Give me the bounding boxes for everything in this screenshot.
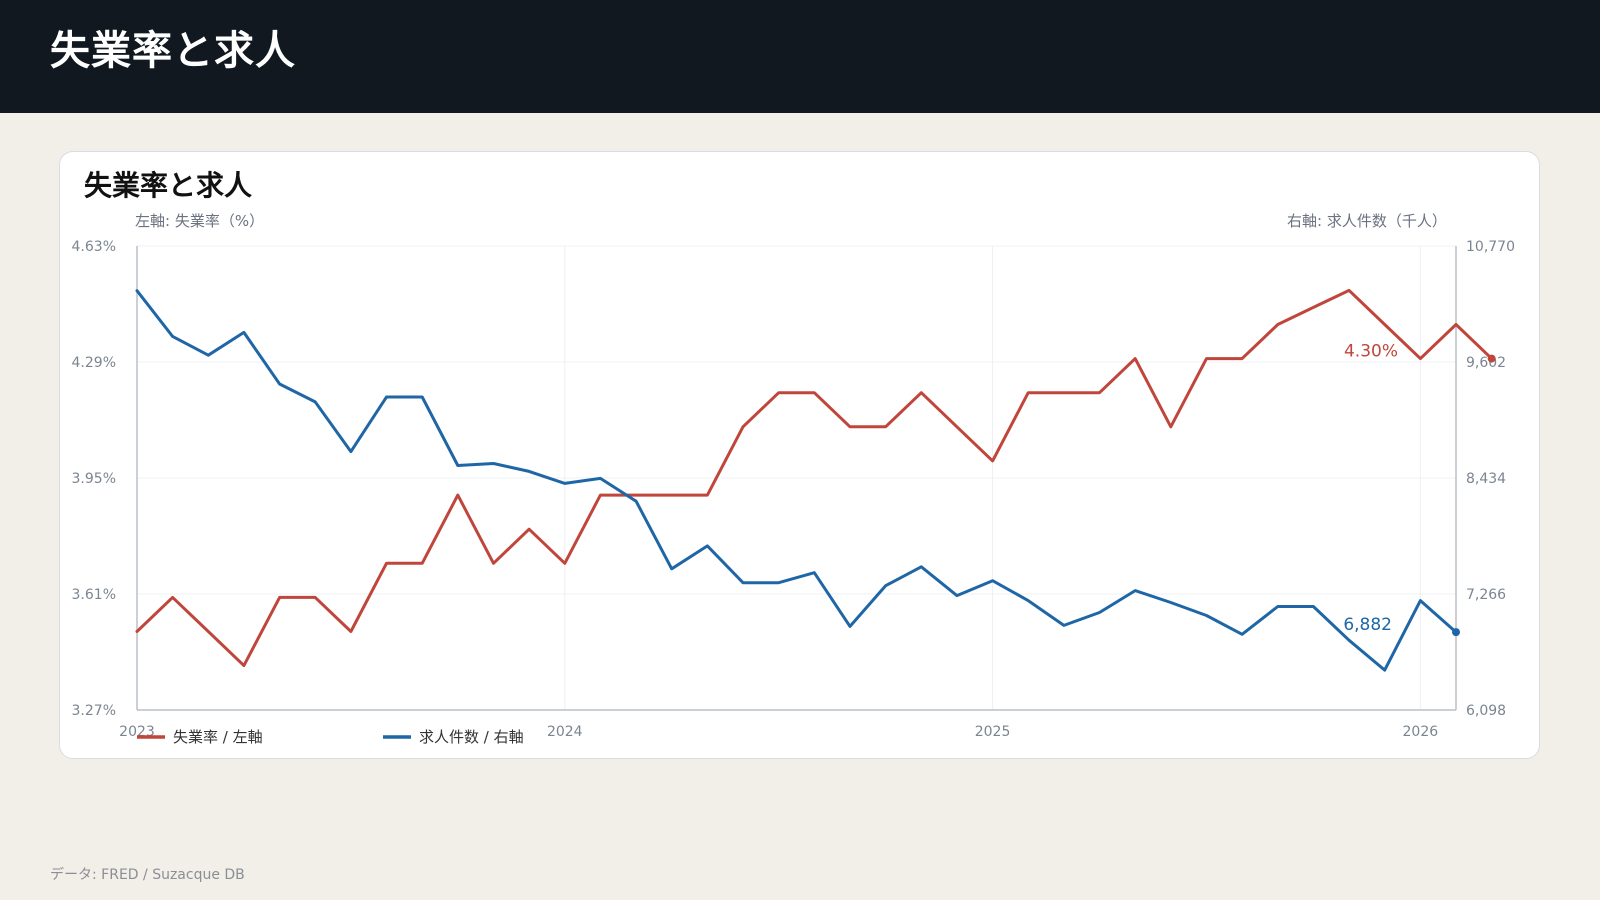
left-axis-title: 左軸: 失業率（%） (135, 212, 265, 230)
right-axis-tick-label: 6,098 (1466, 703, 1506, 719)
data-source-note: データ: FRED / Suzacque DB (50, 867, 245, 883)
legend-label: 失業率 / 左軸 (173, 728, 263, 746)
left-axis-tick-label: 4.29% (72, 355, 116, 371)
right-axis-tick-label: 10,770 (1466, 239, 1515, 255)
unemployment-rate-line (135, 288, 1494, 668)
job-openings-line (135, 289, 1458, 672)
unemployment-end-label: 4.30% (1344, 342, 1398, 362)
unemployment-end-point (1487, 354, 1496, 363)
left-axis-tick-label: 3.95% (72, 471, 116, 487)
legend-label: 求人件数 / 右軸 (419, 728, 524, 746)
left-axis-tick-label: 3.27% (72, 703, 116, 719)
openings-end-point (1452, 628, 1460, 637)
left-axis-tick-label: 4.63% (72, 239, 116, 255)
chart-card (59, 151, 1540, 759)
page-title: 失業率と求人 (50, 28, 296, 74)
openings-end-label: 6,882 (1343, 615, 1392, 635)
chart-title: 失業率と求人 (84, 169, 253, 202)
x-axis-tick-label: 2024 (547, 724, 583, 740)
right-axis-tick-label: 7,266 (1466, 587, 1506, 603)
right-axis-tick-label: 8,434 (1466, 471, 1506, 487)
header-bar: 失業率と求人 (0, 0, 1600, 113)
right-axis-title: 右軸: 求人件数（千人） (1287, 212, 1447, 230)
left-axis-tick-label: 3.61% (72, 587, 116, 603)
right-axis-tick-label: 9,602 (1466, 355, 1506, 371)
x-axis-tick-label: 2026 (1403, 724, 1439, 740)
x-axis-tick-label: 2025 (975, 724, 1011, 740)
